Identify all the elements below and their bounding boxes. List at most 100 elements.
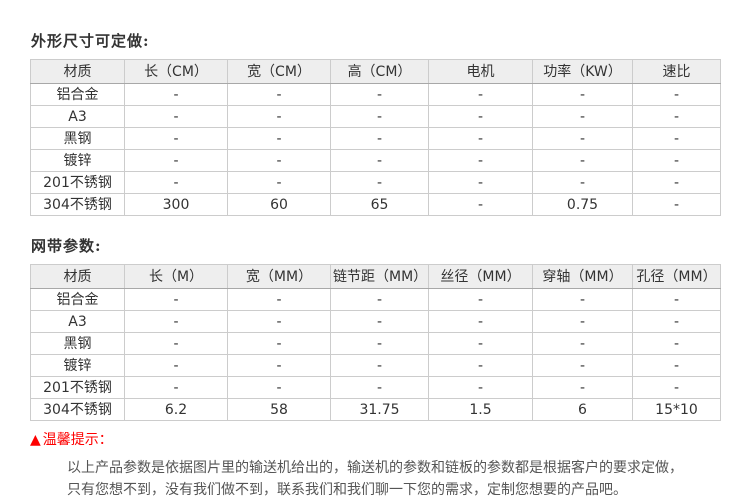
- column-header: 孔径（MM）: [632, 264, 721, 289]
- value-cell: -: [124, 83, 228, 106]
- value-cell: -: [428, 83, 533, 106]
- material-cell: A3: [30, 310, 125, 333]
- column-header: 穿轴（MM）: [532, 264, 633, 289]
- material-cell: 铝合金: [30, 83, 125, 106]
- value-cell: -: [428, 193, 533, 216]
- value-cell: -: [632, 288, 721, 311]
- red-triangle-icon: ▲: [30, 432, 41, 448]
- warm-tips-title-row: ▲ 温馨提示：: [30, 432, 720, 448]
- column-header: 宽（MM）: [227, 264, 331, 289]
- value-cell: -: [330, 105, 429, 128]
- value-cell: -: [330, 149, 429, 172]
- header-row: 材质 长（M） 宽（MM） 链节距（MM） 丝径（MM） 穿轴（MM） 孔径（MM）: [30, 264, 721, 289]
- material-cell: A3: [30, 105, 125, 128]
- material-cell: 304不锈钢: [30, 398, 125, 421]
- value-cell: -: [632, 354, 721, 377]
- column-header: 长（CM）: [124, 59, 228, 84]
- value-cell: -: [532, 171, 633, 194]
- material-cell: 304不锈钢: [30, 193, 125, 216]
- value-cell: -: [632, 105, 721, 128]
- material-cell: 黑钢: [30, 127, 125, 150]
- value-cell: -: [532, 127, 633, 150]
- material-cell: 201不锈钢: [30, 171, 125, 194]
- material-cell: 铝合金: [30, 288, 125, 311]
- value-cell: -: [632, 149, 721, 172]
- value-cell: -: [632, 310, 721, 333]
- value-cell: -: [532, 332, 633, 355]
- value-cell: -: [227, 105, 331, 128]
- value-cell: -: [227, 354, 331, 377]
- value-cell: -: [227, 310, 331, 333]
- warm-tips-line: 只有您想不到，没有我们做不到，联系我们和我们聊一下您的需求，定制您想要的产品吧。: [67, 482, 627, 498]
- value-cell: -: [428, 127, 533, 150]
- value-cell: -: [330, 127, 429, 150]
- column-header: 材质: [30, 264, 125, 289]
- value-cell: -: [227, 171, 331, 194]
- table-row: 201不锈钢 - - - - - -: [30, 376, 721, 399]
- value-cell: -: [532, 149, 633, 172]
- value-cell: -: [124, 376, 228, 399]
- value-cell: -: [532, 376, 633, 399]
- value-cell: -: [428, 376, 533, 399]
- value-cell: -: [330, 376, 429, 399]
- value-cell: -: [124, 288, 228, 311]
- value-cell: -: [532, 105, 633, 128]
- value-cell: -: [632, 83, 721, 106]
- column-header: 电机: [428, 59, 533, 84]
- value-cell: -: [428, 288, 533, 311]
- table-row: 镀锌 - - - - - -: [30, 149, 721, 172]
- value-cell: 300: [124, 193, 228, 216]
- value-cell: -: [532, 354, 633, 377]
- value-cell: 0.75: [532, 193, 633, 216]
- value-cell: -: [330, 83, 429, 106]
- table-row: 304不锈钢 6.2 58 31.75 1.5 6 15*10: [30, 398, 721, 421]
- material-cell: 镀锌: [30, 149, 125, 172]
- warm-tips-text: 以上产品参数是依据图片里的输送机给出的，输送机的参数和链板的参数都是根据客户的要…: [67, 457, 720, 501]
- material-cell: 镀锌: [30, 354, 125, 377]
- value-cell: -: [428, 354, 533, 377]
- value-cell: -: [124, 310, 228, 333]
- column-header: 高（CM）: [330, 59, 429, 84]
- value-cell: -: [227, 149, 331, 172]
- mesh-belt-section-heading: 网带参数:: [31, 237, 102, 255]
- dimensions-table-header: 材质 长（CM） 宽（CM） 高（CM） 电机 功率（KW） 速比: [30, 59, 721, 84]
- table-row: 黑钢 - - - - - -: [30, 127, 721, 150]
- table-row: 铝合金 - - - - - -: [30, 83, 721, 106]
- value-cell: -: [227, 83, 331, 106]
- value-cell: -: [632, 171, 721, 194]
- column-header: 宽（CM）: [227, 59, 331, 84]
- value-cell: -: [428, 171, 533, 194]
- value-cell: -: [428, 105, 533, 128]
- column-header: 长（M）: [124, 264, 228, 289]
- value-cell: -: [124, 149, 228, 172]
- value-cell: -: [124, 105, 228, 128]
- value-cell: 60: [227, 193, 331, 216]
- value-cell: -: [227, 376, 331, 399]
- value-cell: -: [428, 310, 533, 333]
- material-cell: 黑钢: [30, 332, 125, 355]
- value-cell: -: [227, 332, 331, 355]
- mesh-belt-table-header: 材质 长（M） 宽（MM） 链节距（MM） 丝径（MM） 穿轴（MM） 孔径（MM）: [30, 264, 721, 289]
- column-header: 功率（KW）: [532, 59, 633, 84]
- table-row: 201不锈钢 - - - - - -: [30, 171, 721, 194]
- value-cell: -: [428, 332, 533, 355]
- table-row: A3- - - - - -: [30, 310, 721, 333]
- value-cell: -: [632, 127, 721, 150]
- value-cell: -: [124, 332, 228, 355]
- mesh-belt-table-body: 铝合金 - - - - - - A3- - - - - - 黑钢 - - - - - - 镀锌 - - - - - -201不锈钢 -…: [30, 288, 721, 421]
- value-cell: -: [632, 193, 721, 216]
- warm-tips-line: 以上产品参数是依据图片里的输送机给出的，输送机的参数和链板的参数都是根据客户的要…: [67, 460, 683, 476]
- column-header: 速比: [632, 59, 721, 84]
- value-cell: -: [632, 376, 721, 399]
- column-header: 丝径（MM）: [428, 264, 533, 289]
- value-cell: -: [124, 171, 228, 194]
- value-cell: -: [330, 171, 429, 194]
- mesh-belt-table: 材质 长（M） 宽（MM） 链节距（MM） 丝径（MM） 穿轴（MM） 孔径（MM） 铝合金…: [30, 264, 721, 421]
- dimensions-section-heading: 外形尺寸可定做:: [31, 32, 150, 50]
- table-row: 铝合金 - - - - - -: [30, 288, 721, 311]
- column-header: 材质: [30, 59, 125, 84]
- table-row: A3- - - - - -: [30, 105, 721, 128]
- value-cell: -: [124, 354, 228, 377]
- value-cell: -: [330, 332, 429, 355]
